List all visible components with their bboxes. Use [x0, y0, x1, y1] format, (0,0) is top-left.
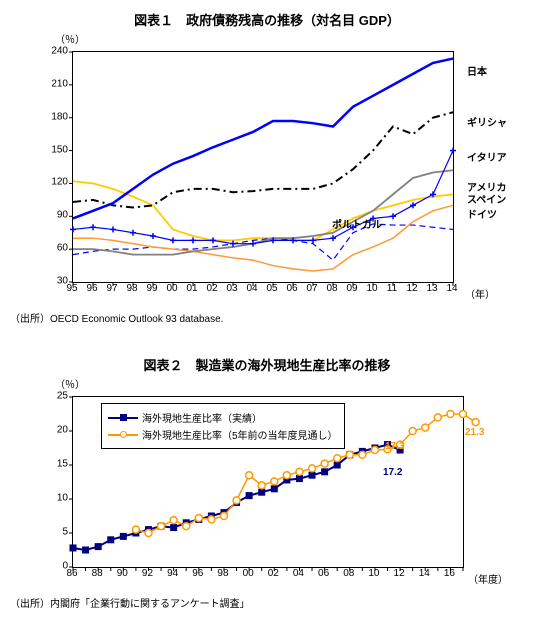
chart1-xtick: 12 — [406, 283, 417, 294]
chart1-xtick: 98 — [126, 283, 137, 294]
chart1-series-label-japan: 日本 — [467, 63, 487, 78]
chart2-xtick: 86 — [66, 568, 77, 579]
chart1-x-unit: （年） — [465, 286, 495, 301]
chart1-xtick: 05 — [266, 283, 277, 294]
chart1-source: （出所）OECD Economic Outlook 93 database. — [10, 310, 524, 325]
chart1-ytick: 30 — [42, 276, 68, 287]
legend-row-actual: 海外現地生産比率（実績） — [108, 410, 338, 425]
chart1-xtick: 96 — [86, 283, 97, 294]
chart2-xtick: 14 — [419, 568, 430, 579]
chart2-xtick: 88 — [92, 568, 103, 579]
chart1-xtick: 00 — [166, 283, 177, 294]
chart2-xtick: 02 — [268, 568, 279, 579]
chart1-xtick: 07 — [306, 283, 317, 294]
chart1-ytick: 90 — [42, 210, 68, 221]
chart2-plot-area: 海外現地生産比率（実績） 海外現地生産比率（5年前の当年度見通し） 17.3 17… — [72, 396, 464, 568]
chart2-source: （出所）内閣府「企業行動に関するアンケート調査」 — [10, 595, 524, 610]
chart1-ytick: 210 — [42, 78, 68, 89]
chart2-xtick: 90 — [117, 568, 128, 579]
chart1-container: 図表１ 政府債務残高の推移（対名目 GDP） （％） 30 60 90 120 150 1… — [10, 10, 524, 325]
chart1-xtick: 04 — [246, 283, 257, 294]
chart1-ytick: 150 — [42, 144, 68, 155]
chart2-title: 図表２ 製造業の海外現地生産比率の推移 — [10, 355, 524, 374]
chart2-x-unit: （年度） — [468, 571, 508, 586]
chart1-series-label-greece: ギリシャ — [467, 114, 507, 129]
chart1-xtick: 11 — [387, 283, 397, 294]
chart2-datalabel: 21.3 — [465, 427, 484, 438]
chart1-xtick: 01 — [186, 283, 197, 294]
chart2-xtick: 10 — [368, 568, 379, 579]
chart1-plot-area — [72, 51, 454, 283]
chart1-title: 図表１ 政府債務残高の推移（対名目 GDP） — [10, 10, 524, 29]
chart2-xtick: 06 — [318, 568, 329, 579]
chart1-ytick: 180 — [42, 111, 68, 122]
chart2-xtick: 00 — [243, 568, 254, 579]
legend-label-forecast: 海外現地生産比率（5年前の当年度見通し） — [142, 427, 338, 442]
chart2-ytick: 10 — [48, 493, 68, 504]
chart2-ytick: 20 — [48, 425, 68, 436]
chart2-datalabel: 17.3 — [385, 441, 404, 452]
chart1-y-unit: （％） — [55, 31, 85, 46]
chart1-xtick: 02 — [206, 283, 217, 294]
chart2-datalabel: 17.2 — [383, 467, 402, 478]
chart2-xtick: 16 — [444, 568, 455, 579]
chart1-xtick: 95 — [66, 283, 77, 294]
chart2-ytick: 15 — [48, 459, 68, 470]
legend-label-actual: 海外現地生産比率（実績） — [142, 410, 262, 425]
chart1-ytick: 240 — [42, 46, 68, 57]
chart2-xtick: 96 — [192, 568, 203, 579]
chart1-xtick: 99 — [146, 283, 157, 294]
chart2-ytick: 5 — [48, 527, 68, 538]
chart2-ytick: 25 — [48, 391, 68, 402]
chart2-ytick: 0 — [48, 561, 68, 572]
chart1-xtick: 06 — [286, 283, 297, 294]
chart2-xtick: 08 — [343, 568, 354, 579]
chart2-legend: 海外現地生産比率（実績） 海外現地生産比率（5年前の当年度見通し） — [101, 403, 345, 449]
chart2-y-unit: （％） — [55, 376, 85, 391]
chart1-xtick: 14 — [446, 283, 457, 294]
chart1-ytick: 120 — [42, 177, 68, 188]
chart2-xtick: 12 — [394, 568, 405, 579]
chart1-ytick: 60 — [42, 243, 68, 254]
chart1-xtick: 97 — [106, 283, 117, 294]
chart1-xtick: 09 — [346, 283, 357, 294]
chart1-series-label-portugal: ポルトガル — [332, 216, 382, 231]
chart1-xtick: 13 — [426, 283, 437, 294]
chart1-series-label-spain: スペイン — [467, 191, 506, 206]
chart2-xtick: 92 — [142, 568, 153, 579]
chart2-xtick: 94 — [167, 568, 178, 579]
chart1-xtick: 03 — [226, 283, 237, 294]
chart1-xtick: 08 — [326, 283, 337, 294]
chart2-container: 図表２ 製造業の海外現地生産比率の推移 （％） 海外現地生産比率（実績） 海外現… — [10, 355, 524, 610]
chart1-xtick: 10 — [366, 283, 377, 294]
chart2-xtick: 98 — [217, 568, 228, 579]
chart2-xtick: 04 — [293, 568, 304, 579]
chart1-series-label-italy: イタリア — [467, 149, 507, 164]
legend-row-forecast: 海外現地生産比率（5年前の当年度見通し） — [108, 427, 338, 442]
chart1-series-label-germany: ドイツ — [467, 206, 497, 221]
